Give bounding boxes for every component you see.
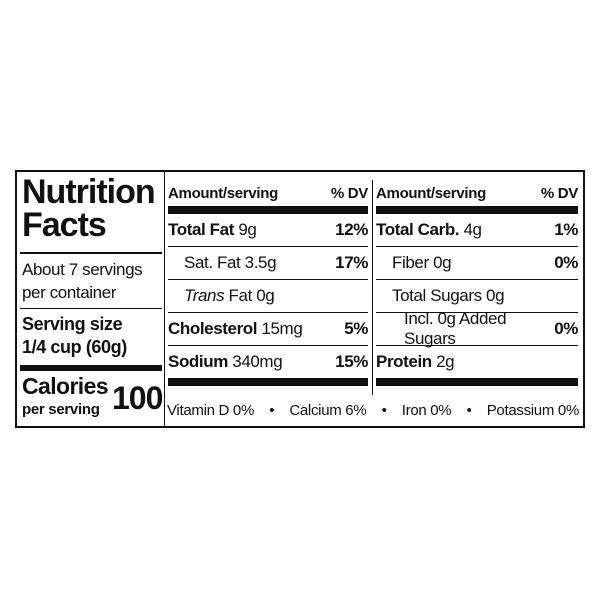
header: % DV — [540, 184, 578, 202]
header: % DV — [330, 184, 368, 202]
rule — [20, 308, 162, 309]
amount: 2g — [436, 352, 455, 371]
left-column: Amount/serving % DV Total Fat 9g 12% Sat. … — [168, 180, 368, 386]
dv: 0% — [554, 253, 578, 272]
nutrient: Trans — [184, 286, 225, 305]
dv: 17% — [335, 253, 368, 272]
nutrient: Fiber — [392, 253, 429, 272]
rule — [20, 365, 162, 371]
dv: 15% — [335, 352, 368, 371]
amount: 9g — [238, 220, 257, 239]
dv: 12% — [335, 220, 368, 239]
footer: Vitamin D 0% • Calcium 6% • Iron 0% • Potas… — [167, 395, 579, 425]
nutrient: Total Sugars — [392, 286, 482, 305]
divider — [372, 180, 373, 395]
amount: 0g — [486, 286, 505, 305]
nutrient: Incl. 0g Added Sugars — [404, 309, 507, 348]
nutrition-label: Nutrition Facts About 7 servings per con… — [15, 170, 585, 428]
vitamin: Iron 0% — [401, 401, 452, 419]
amount: 0g — [256, 286, 275, 305]
amount: 0g — [433, 253, 452, 272]
serving-size: 1/4 cup (60g) — [22, 337, 127, 357]
bullet: • — [466, 401, 472, 419]
nutrient: Total Carb. — [376, 220, 460, 239]
serving-size-label: Serving size — [22, 314, 123, 334]
bullet: • — [269, 401, 275, 419]
nutrient: Fat — [228, 286, 253, 305]
nutrient: Cholesterol — [168, 319, 258, 338]
amount: 340mg — [232, 352, 283, 371]
calories: 100 — [112, 380, 163, 416]
vitamin: Potassium 0% — [486, 401, 580, 419]
dv: 1% — [554, 220, 578, 239]
calories-label: Calories — [22, 373, 109, 399]
amount: 3.5g — [244, 253, 277, 272]
header: Amount/serving — [376, 184, 486, 202]
dv: 5% — [344, 319, 368, 338]
header: Amount/serving — [168, 184, 278, 202]
vitamin: Vitamin D 0% — [167, 401, 254, 419]
bullet: • — [381, 401, 387, 419]
servings: About 7 servings per container — [22, 260, 143, 302]
calories-sub: per serving — [22, 401, 100, 418]
dv: 0% — [554, 319, 578, 338]
rule — [376, 206, 578, 214]
vitamin: Calcium 6% — [289, 401, 367, 419]
rule — [376, 378, 578, 386]
nutrient: Protein — [376, 352, 432, 371]
nutrient: Sodium — [168, 352, 228, 371]
title: Nutrition Facts — [22, 173, 156, 244]
rule — [20, 252, 162, 254]
nutrient: Total Fat — [168, 220, 234, 239]
rule — [168, 206, 368, 214]
nutrient: Sat. Fat — [184, 253, 241, 272]
amount: 15mg — [261, 319, 303, 338]
right-column: Amount/serving % DV Total Carb. 4g 1% Fibe… — [376, 180, 578, 386]
amount: 4g — [463, 220, 482, 239]
divider — [164, 172, 165, 426]
rule — [168, 378, 368, 386]
